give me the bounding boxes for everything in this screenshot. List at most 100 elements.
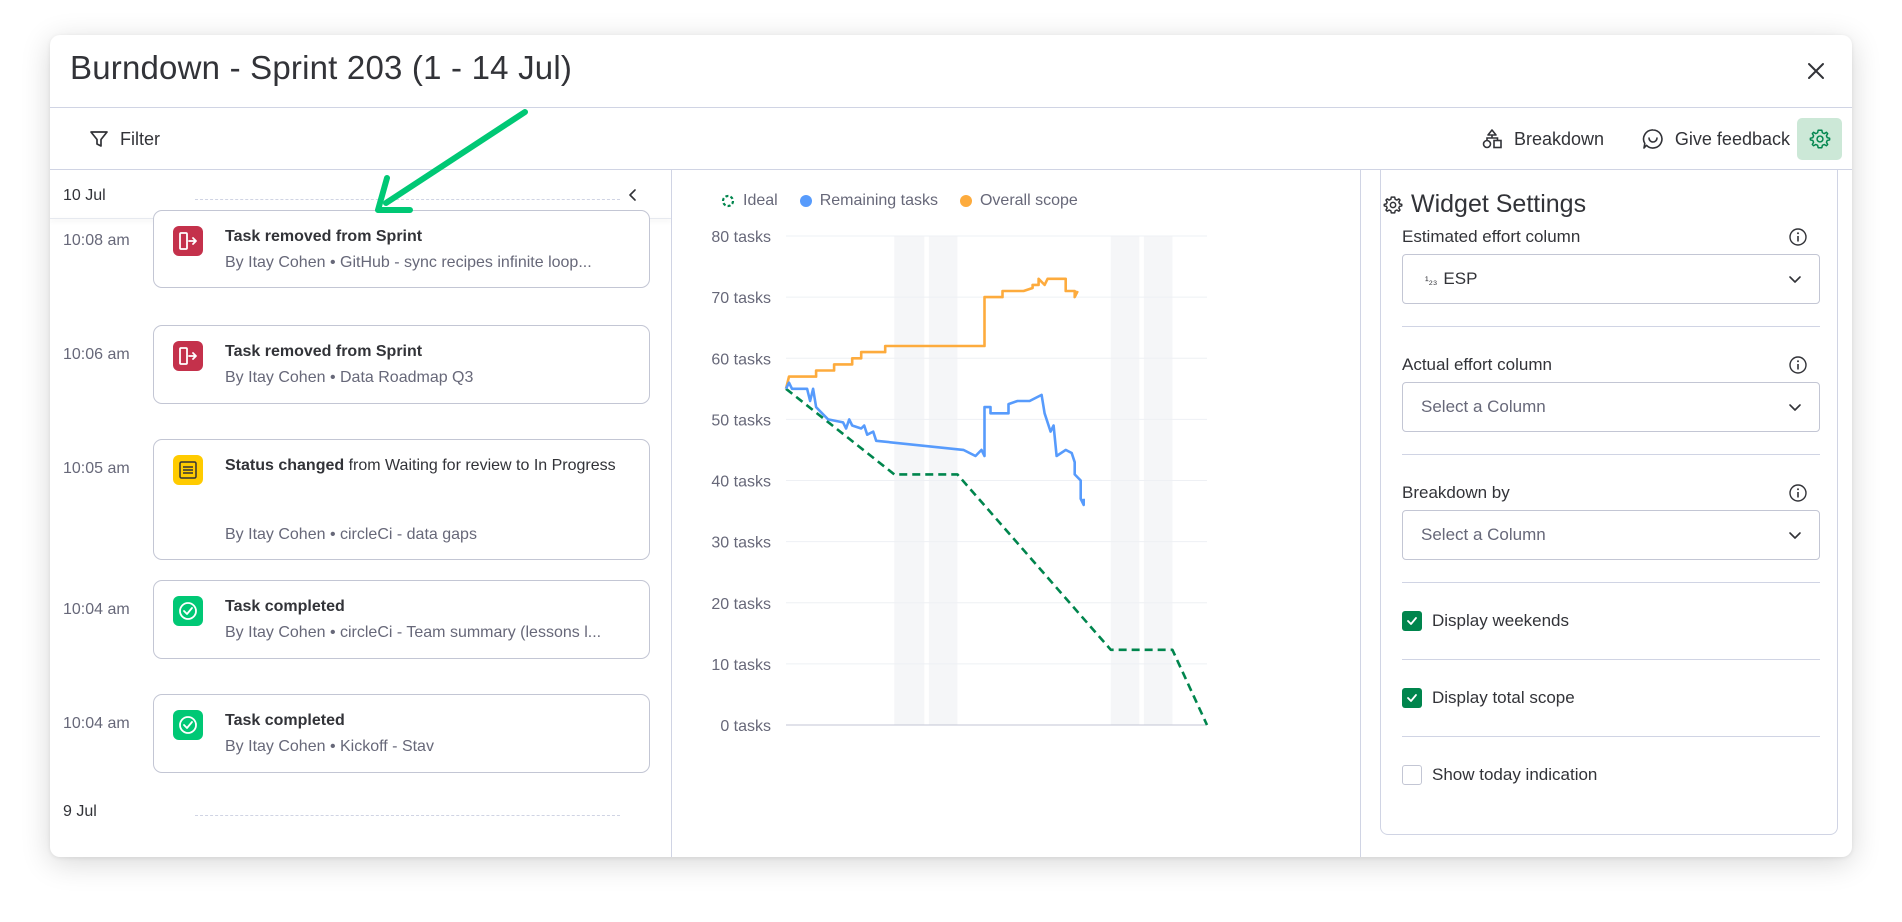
legend-scope[interactable]: Overall scope (959, 192, 1078, 210)
breakdown-by-select[interactable]: Select a Column (1402, 510, 1820, 560)
legend-remaining[interactable]: Remaining tasks (799, 192, 938, 210)
remove-from-sprint-icon (173, 341, 203, 371)
toolbar: Filter Breakdown Give feedback (50, 108, 1852, 170)
numbers-column-icon: ¹₂₃ (1425, 275, 1438, 287)
burndown-modal: Burndown - Sprint 203 (1 - 14 Jul) Filte… (50, 35, 1852, 857)
close-button[interactable] (1800, 55, 1832, 87)
checkbox-label: Show today indication (1432, 765, 1598, 784)
scope-legend-dot (959, 195, 972, 207)
legend-label: Remaining tasks (819, 192, 938, 209)
activity-byline: By Itay Cohen • GitHub - sync recipes in… (225, 254, 592, 271)
legend-ideal[interactable]: Ideal (721, 192, 778, 210)
y-tick-label: 70 tasks (711, 290, 771, 307)
collapse-chevron-icon[interactable] (624, 185, 642, 205)
gear-icon (1383, 195, 1403, 214)
give-feedback-button[interactable]: Give feedback (1641, 122, 1790, 156)
series-line-overall-scope (784, 277, 1079, 390)
filter-label: Filter (120, 128, 160, 149)
show-today-checkbox[interactable]: Show today indication (1402, 765, 1597, 785)
remove-from-sprint-icon (173, 226, 203, 256)
actual-effort-label: Actual effort column (1402, 355, 1552, 374)
settings-divider (1402, 454, 1820, 455)
activity-panel: 10 Jul 10:08 am Task removed from Sprint… (50, 170, 672, 857)
activity-time: 10:06 am (63, 346, 130, 363)
gear-icon (1809, 129, 1830, 149)
activity-card[interactable]: Task completed By Itay Cohen • Kickoff -… (153, 694, 650, 773)
breakdown-by-label: Breakdown by (1402, 483, 1510, 502)
activity-card[interactable]: Status changed from Waiting for review t… (153, 439, 650, 560)
info-icon[interactable] (1788, 227, 1808, 247)
checkbox-checked[interactable] (1402, 611, 1422, 631)
breakdown-icon (1482, 129, 1502, 149)
chart-legend: Ideal Remaining tasks Overall scope (721, 192, 1078, 210)
chevron-down-icon (1789, 276, 1801, 283)
remaining-legend-dot (799, 195, 812, 207)
select-value: ¹₂₃ ESP (1425, 269, 1477, 289)
y-tick-label: 20 tasks (711, 596, 771, 613)
series-line-ideal (785, 387, 1209, 726)
breakdown-label: Breakdown (1513, 128, 1604, 149)
y-tick-label: 50 tasks (711, 412, 771, 429)
activity-title: Task completed (225, 594, 635, 619)
activity-time: 10:04 am (63, 715, 130, 732)
activity-card[interactable]: Task completed By Itay Cohen • circleCi … (153, 580, 650, 659)
selected-column: ESP (1443, 269, 1478, 288)
estimated-effort-label: Estimated effort column (1402, 227, 1581, 246)
date-separator: 9 Jul (50, 798, 671, 828)
check-circle-icon (173, 596, 203, 626)
date-separator: 10 Jul (50, 182, 671, 212)
date-divider (195, 199, 620, 200)
give-feedback-label: Give feedback (1674, 128, 1790, 149)
activity-time: 10:08 am (63, 232, 130, 249)
activity-title: Task completed (225, 708, 635, 733)
info-icon[interactable] (1788, 355, 1808, 375)
filter-button[interactable]: Filter (88, 122, 160, 156)
breakdown-button[interactable]: Breakdown (1480, 122, 1604, 156)
settings-divider (1402, 659, 1820, 660)
y-tick-label: 80 tasks (711, 229, 771, 246)
activity-byline: By Itay Cohen • Data Roadmap Q3 (225, 369, 474, 386)
activity-time: 10:04 am (63, 601, 130, 618)
display-weekends-checkbox[interactable]: Display weekends (1402, 611, 1569, 631)
date-label: 10 Jul (63, 187, 106, 204)
select-placeholder: Select a Column (1421, 397, 1546, 416)
y-tick-label: 30 tasks (711, 535, 771, 552)
chevron-down-icon (1789, 404, 1801, 411)
chart-plot: 80 tasks 70 tasks 60 tasks 50 tasks 40 tasks… (711, 229, 1209, 735)
checkbox-unchecked[interactable] (1402, 765, 1422, 785)
checkmark-icon (1407, 694, 1417, 702)
activity-title: Task removed from Sprint (225, 339, 635, 364)
ideal-legend-icon (721, 194, 735, 208)
info-icon[interactable] (1788, 483, 1808, 503)
estimated-effort-select[interactable]: ¹₂₃ ESP (1402, 254, 1820, 304)
settings-divider (1402, 736, 1820, 737)
burndown-chart: Ideal Remaining tasks Overall scope 80 t… (673, 170, 1361, 857)
activity-byline: By Itay Cohen • circleCi - data gaps (225, 526, 477, 543)
checkbox-label: Display weekends (1432, 611, 1570, 630)
chevron-down-icon (1789, 532, 1801, 539)
display-total-scope-checkbox[interactable]: Display total scope (1402, 688, 1575, 708)
check-circle-icon (173, 710, 203, 740)
activity-title: Status changed from Waiting for review t… (225, 453, 635, 478)
status-list-icon (173, 455, 203, 485)
activity-title: Task removed from Sprint (225, 224, 635, 249)
feedback-icon (1642, 129, 1663, 149)
settings-title: Widget Settings (1383, 190, 1586, 219)
activity-byline: By Itay Cohen • circleCi - Team summary … (225, 624, 602, 641)
activity-byline: By Itay Cohen • Kickoff - Stav (225, 738, 434, 755)
checkmark-icon (1407, 617, 1417, 625)
activity-card[interactable]: Task removed from Sprint By Itay Cohen •… (153, 325, 650, 404)
date-divider (195, 815, 620, 816)
filter-icon (90, 131, 108, 147)
y-tick-label: 60 tasks (711, 351, 771, 368)
date-label: 9 Jul (63, 803, 97, 820)
activity-card[interactable]: Task removed from Sprint By Itay Cohen •… (153, 210, 650, 288)
actual-effort-select[interactable]: Select a Column (1402, 382, 1820, 432)
widget-settings-panel: Widget Settings Estimated effort column … (1380, 170, 1852, 857)
legend-label: Overall scope (979, 192, 1078, 209)
checkbox-checked[interactable] (1402, 688, 1422, 708)
modal-title: Burndown - Sprint 203 (1 - 14 Jul) (70, 49, 573, 86)
widget-settings-button[interactable] (1797, 118, 1842, 160)
settings-divider (1402, 326, 1820, 327)
y-tick-label: 40 tasks (711, 474, 771, 491)
